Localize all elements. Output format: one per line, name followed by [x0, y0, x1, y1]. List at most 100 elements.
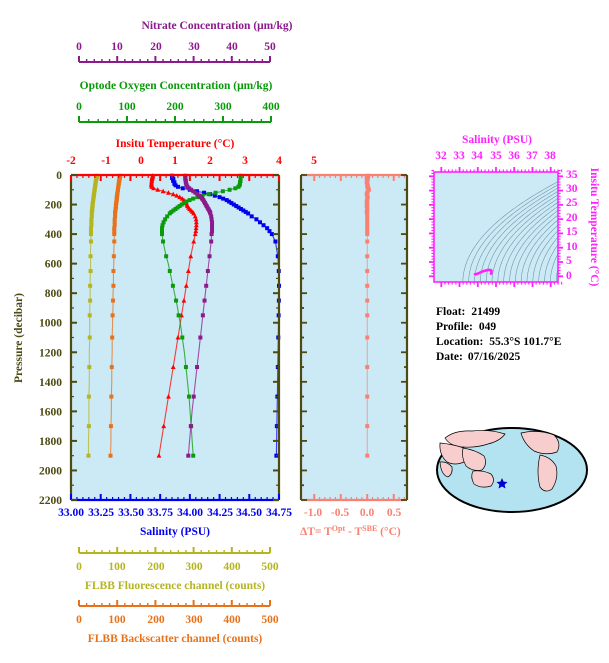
isopycnal-line [544, 223, 558, 282]
nitrate-tick-0: 0 [76, 41, 82, 53]
delta-t-axis: -1.0 -0.5 0.0 0.5 ΔT= TOpt - TSBE (°C) [300, 507, 401, 538]
data-point [112, 223, 117, 228]
ts-diagram-panel[interactable]: Salinity (PSU) 32 33 34 35 36 37 38 35 3… [429, 134, 600, 287]
data-point [188, 424, 193, 429]
data-point [88, 254, 93, 259]
backscatter-axis-ticklabels: 0 100 200 300 400 500 [76, 614, 279, 626]
isopycnal-line [503, 194, 558, 282]
data-point [160, 226, 164, 231]
pressure-tick-0: 0 [56, 170, 62, 182]
delta-t-title-part1: ΔT= T [300, 526, 332, 538]
isopycnal-line [538, 218, 558, 282]
nitrate-tick-2: 20 [150, 41, 162, 53]
metadata-block: Float: 21499 Profile: 049 Location: 55.3°S … [436, 306, 562, 363]
ts-temp-tick-7: 0 [566, 270, 572, 282]
curve-temperature [148, 173, 199, 458]
data-point [167, 211, 172, 216]
date-line: Date: 07/16/2025 [436, 351, 520, 363]
salinity-axis-title: Salinity (PSU) [140, 526, 210, 538]
data-point [209, 232, 214, 237]
float-label: Float: [436, 306, 465, 318]
data-point [191, 453, 196, 458]
data-point [365, 283, 370, 288]
data-point [220, 189, 225, 194]
salinity-tick-7: 34.75 [266, 507, 292, 519]
data-point [193, 222, 199, 228]
ts-temperature-axis-title: Insitu Temperature (°C) [588, 168, 600, 287]
data-point [191, 238, 197, 244]
profile-value: 049 [479, 321, 497, 333]
delta-t-tick-2: 0.0 [360, 507, 375, 519]
ts-salinity-ticklabels: 32 33 34 35 36 37 38 [435, 150, 556, 162]
data-point [111, 298, 116, 303]
data-point [179, 202, 184, 207]
data-point [87, 313, 92, 318]
data-point [365, 229, 370, 234]
data-point [170, 191, 176, 197]
data-point [229, 201, 234, 206]
data-point [160, 223, 165, 228]
data-point [109, 365, 114, 370]
data-point [227, 199, 232, 204]
oxygen-tick-4: 400 [262, 101, 280, 113]
map-land-asia-southeast [462, 447, 486, 471]
data-point [89, 217, 94, 222]
oxygen-tick-2: 200 [166, 101, 184, 113]
data-point [161, 239, 166, 244]
data-point [166, 393, 171, 399]
delta-t-panel[interactable] [299, 173, 409, 502]
data-point [209, 239, 214, 244]
pressure-axis-ticklabels: 0 200 400 600 800 1000 1200 1400 1600 1800 2000 220… [39, 170, 62, 507]
pressure-tick-8: 1600 [39, 406, 62, 418]
data-point [236, 184, 241, 189]
ts-temp-tick-2: 25 [566, 197, 578, 209]
delta-t-frame [299, 173, 409, 502]
profile-label: Profile: [436, 321, 473, 333]
delta-t-title-sup2: SBE [362, 524, 377, 533]
data-point [88, 269, 93, 274]
isopycnal-line [491, 187, 558, 282]
float-line: Float: 21499 [436, 306, 500, 318]
data-point [365, 217, 370, 222]
data-point [160, 188, 166, 194]
data-point [217, 195, 222, 200]
backscatter-axis-title: FLBB Backscatter channel (counts) [88, 633, 263, 645]
data-point [365, 453, 370, 458]
main-profile-panel[interactable] [69, 173, 281, 502]
salinity-axis: 33.00 33.25 33.50 33.75 34.00 34.25 34.5… [58, 507, 292, 538]
data-point [112, 229, 117, 234]
data-point [200, 313, 205, 318]
data-point [86, 453, 91, 458]
data-point [184, 199, 189, 204]
data-point [89, 223, 94, 228]
data-point [173, 183, 178, 188]
delta-t-title-part2: - T [345, 526, 362, 538]
data-point [365, 211, 370, 216]
ts-curve-line [473, 268, 493, 276]
ts-temp-tick-4: 15 [566, 226, 578, 238]
ts-sal-tick-4: 36 [508, 150, 520, 162]
world-map[interactable] [436, 427, 588, 513]
data-point [174, 193, 180, 198]
temperature-tick-6: 4 [276, 155, 282, 167]
data-point [365, 239, 370, 244]
data-point [210, 226, 215, 231]
map-land-africa [439, 461, 453, 478]
data-point [365, 335, 370, 340]
data-point [113, 211, 118, 216]
fluorescence-tick-5: 500 [261, 561, 279, 573]
data-point [175, 334, 181, 340]
data-point [165, 214, 170, 219]
backscatter-tick-5: 500 [261, 614, 279, 626]
data-point [191, 210, 197, 216]
pressure-tick-5: 1000 [39, 318, 62, 330]
data-point [170, 364, 176, 370]
data-point [213, 190, 218, 195]
data-point [249, 214, 254, 219]
delta-t-curve [364, 173, 371, 458]
data-point [177, 194, 183, 200]
data-point [111, 254, 116, 259]
isopycnal-line [474, 177, 558, 282]
curve-fluorescence [86, 173, 99, 458]
fluorescence-tick-4: 400 [223, 561, 241, 573]
